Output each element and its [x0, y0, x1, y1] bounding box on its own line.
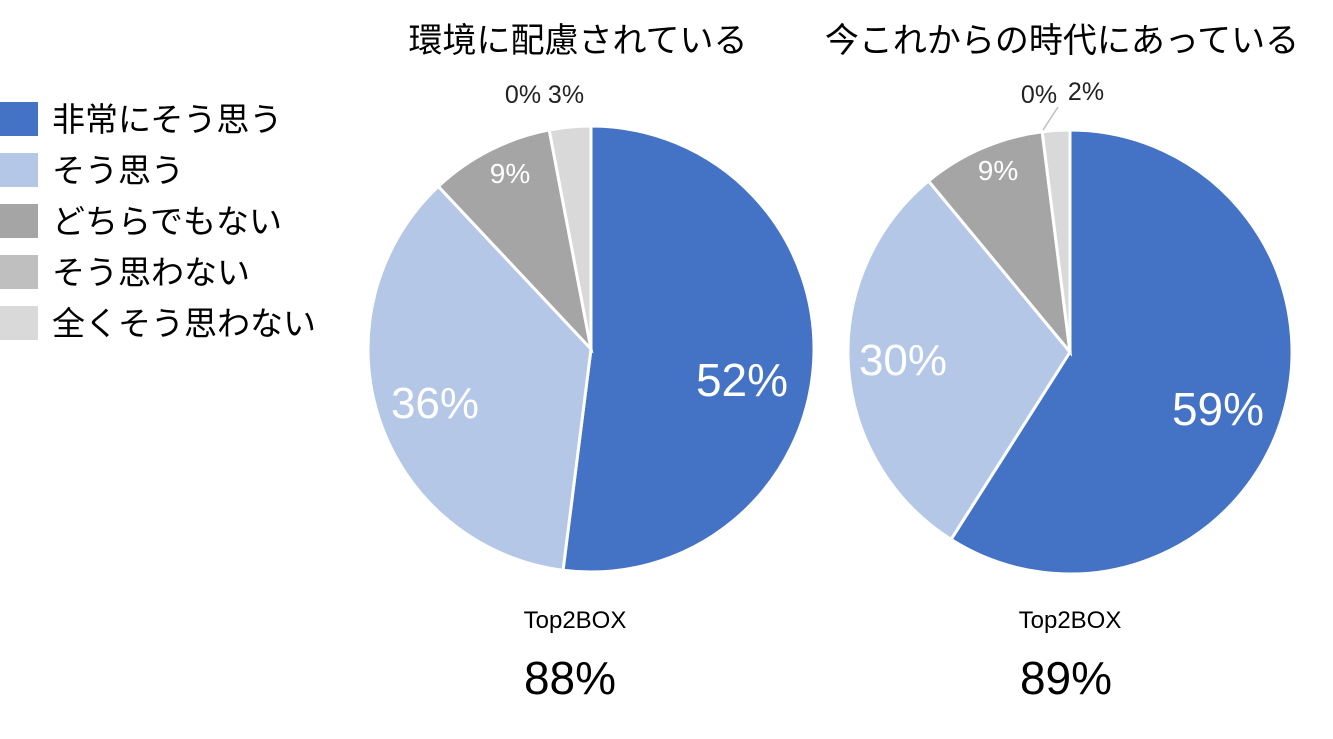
data-label: 36% — [391, 379, 479, 428]
slice-neutral — [436, 128, 594, 354]
pie-slices — [366, 124, 816, 574]
slice-strongly-agree — [561, 124, 816, 574]
slice-strongly-agree — [948, 128, 1294, 576]
slice-strongly-disagree — [547, 124, 593, 350]
data-label: 9% — [978, 155, 1018, 186]
top2box-caption: Top2BOX — [524, 607, 627, 634]
chart-title: 環境に配慮されている — [409, 21, 748, 61]
top2box-value: 89% — [1020, 652, 1112, 704]
data-label: 2% — [1068, 78, 1104, 106]
data-label: 59% — [1172, 383, 1264, 435]
pie-slices — [846, 128, 1294, 576]
data-label: 3% — [548, 81, 584, 109]
legend-label: 全くそう思わない — [52, 304, 316, 343]
top2box-caption: Top2BOX — [1019, 607, 1122, 634]
data-label: 9% — [490, 158, 530, 189]
pie-chart-era-fit: 今これからの時代にあっている 59% 30% 9% 0% 2% Top2BOX 89% — [825, 21, 1299, 704]
legend-label: どちらでもない — [52, 202, 283, 241]
data-label: 0% — [1021, 81, 1057, 109]
legend-swatch — [0, 306, 38, 340]
pie-labels: 52% 36% 9% 0% 3% — [391, 81, 788, 428]
legend-swatch — [0, 153, 38, 187]
slice-neutral — [926, 130, 1073, 357]
legend-label: そう思わない — [52, 253, 250, 292]
chart-title: 今これからの時代にあっている — [825, 21, 1299, 61]
top2box-value: 88% — [524, 652, 616, 704]
data-label: 0% — [505, 81, 541, 109]
data-label: 30% — [859, 336, 947, 385]
pie-chart-environment: 環境に配慮されている 52% 36% 9% 0% 3% Top2BOX 88% — [366, 21, 816, 704]
pie-labels: 59% 30% 9% 0% 2% — [859, 78, 1264, 435]
legend-label: そう思う — [52, 151, 184, 190]
slice-strongly-disagree — [1040, 128, 1072, 353]
legend-swatch — [0, 102, 38, 136]
legend-swatch — [0, 204, 38, 238]
slice-agree — [366, 184, 593, 572]
data-label: 52% — [696, 354, 788, 406]
legend-label: 非常にそう思う — [52, 100, 283, 139]
slice-agree — [846, 178, 1072, 542]
leader-line — [1042, 106, 1059, 131]
legend-swatch — [0, 255, 38, 289]
